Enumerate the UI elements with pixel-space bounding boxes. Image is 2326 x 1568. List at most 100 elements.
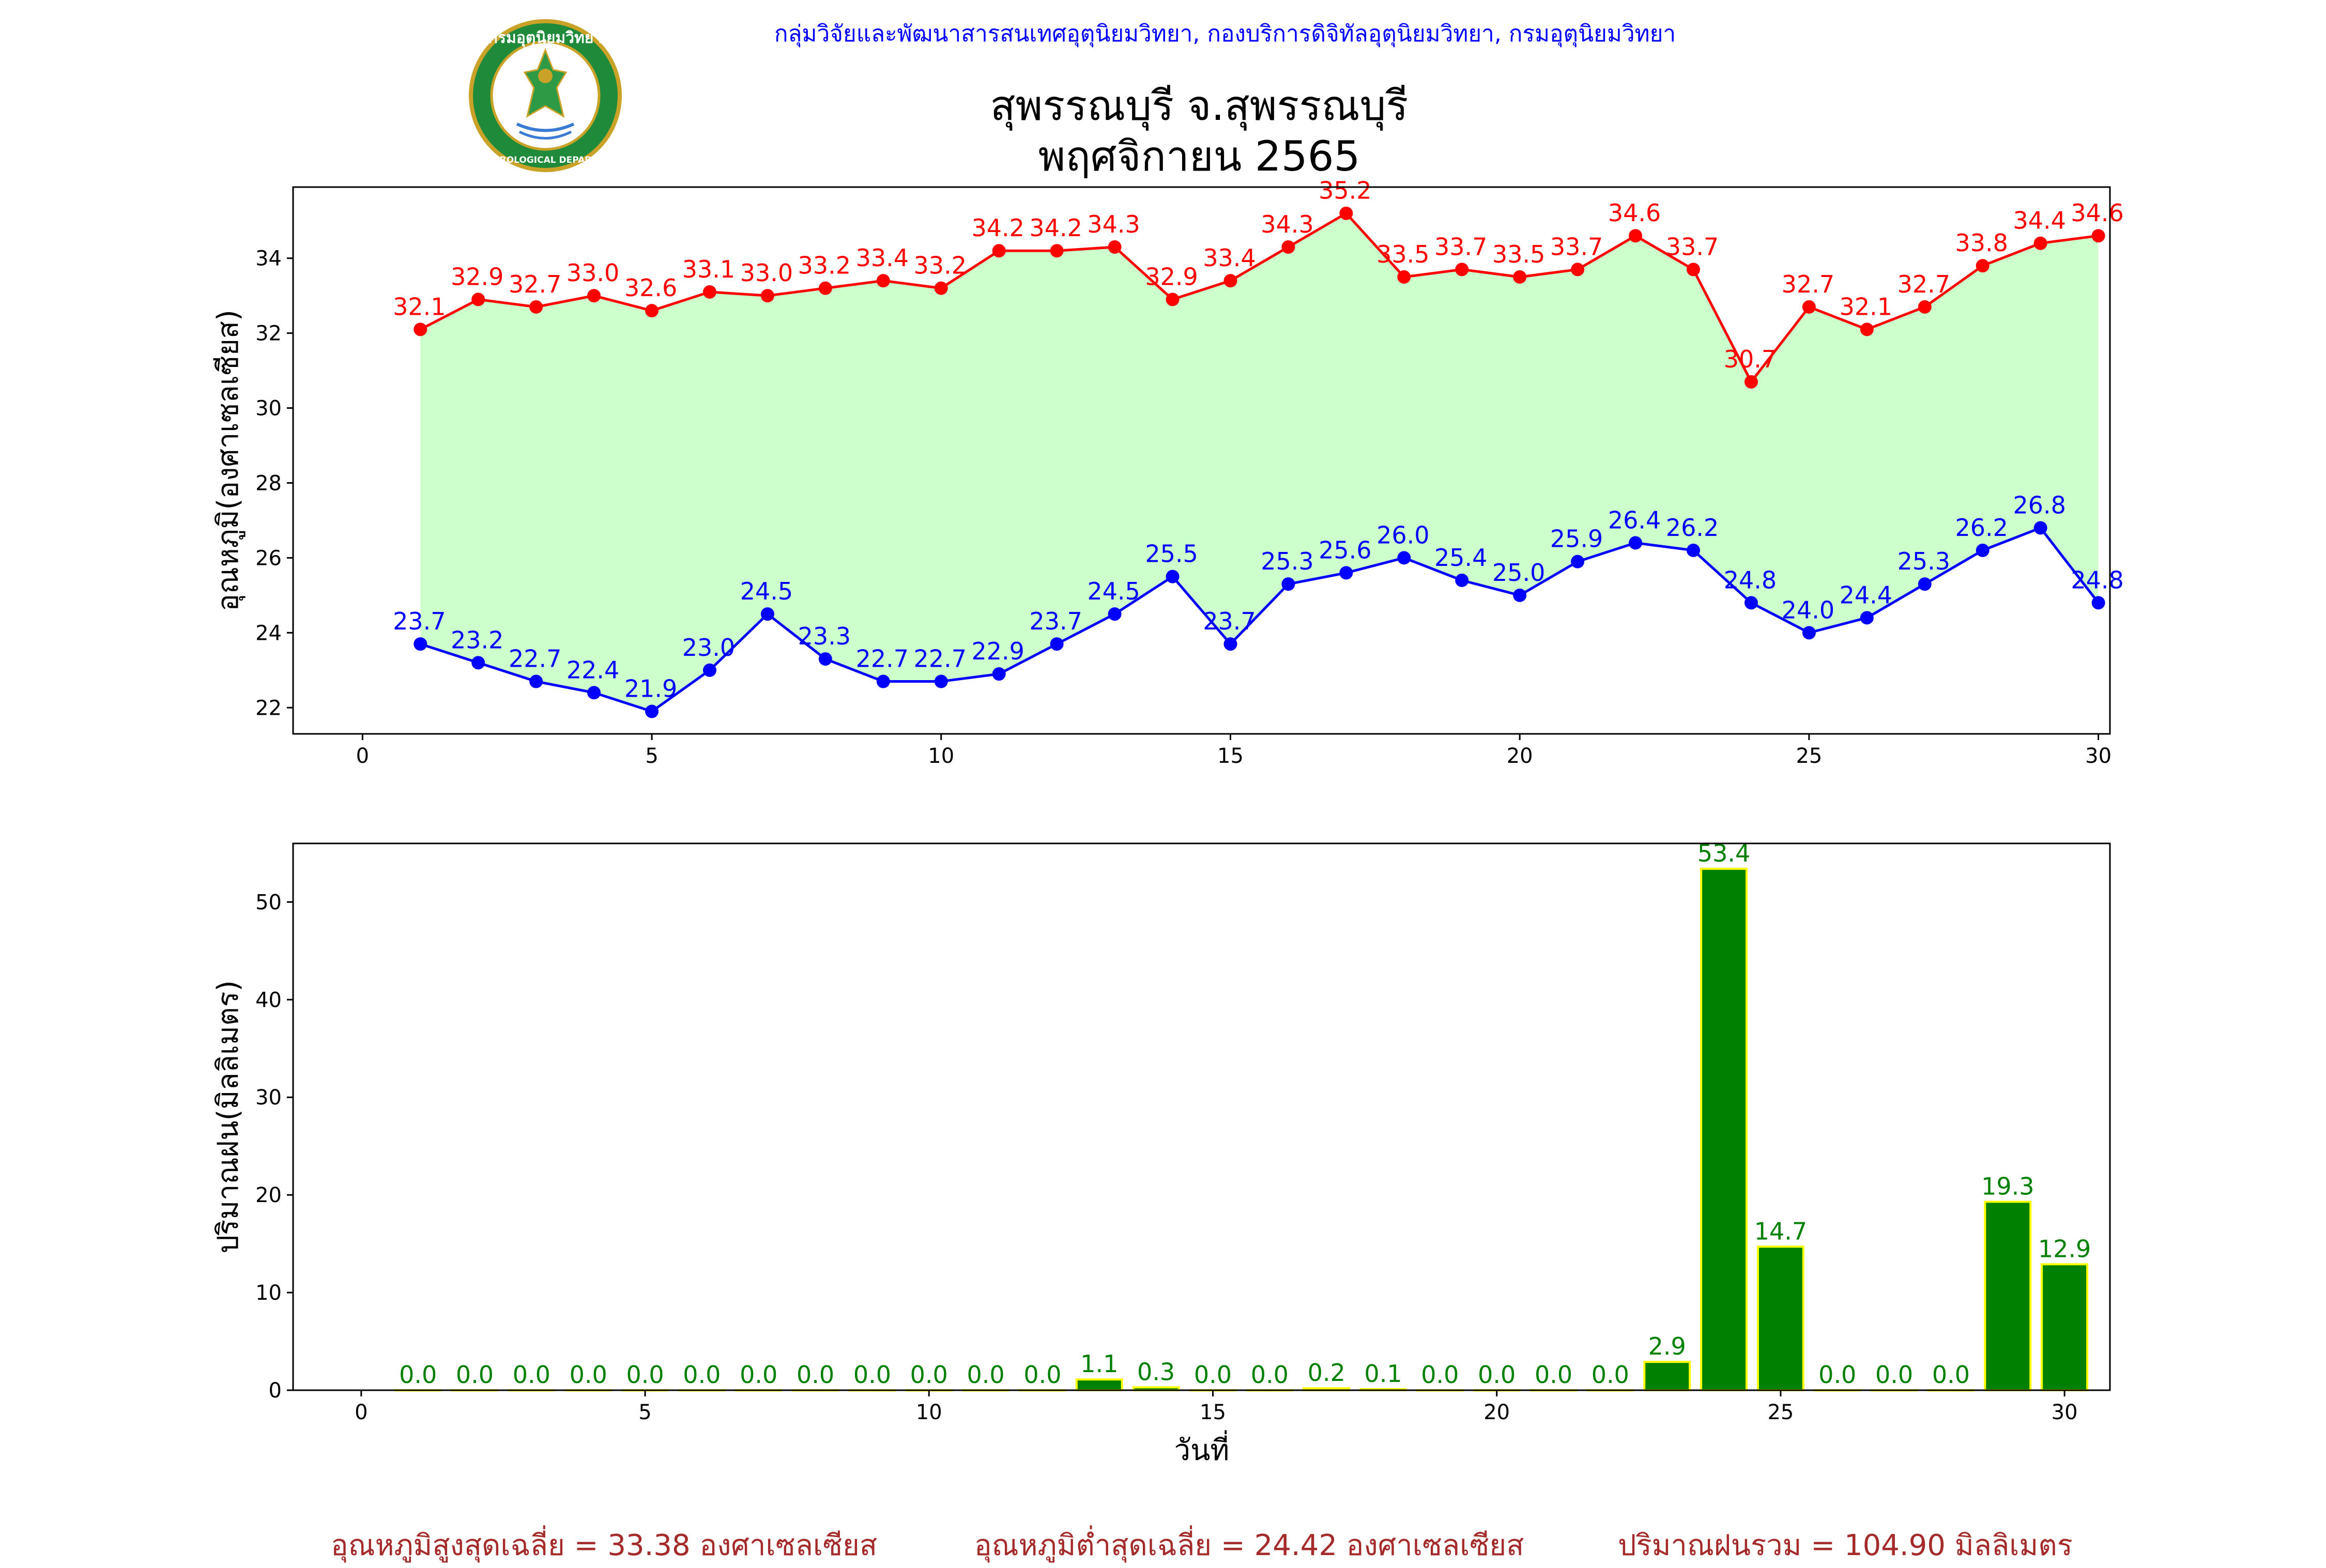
min-temp-point bbox=[471, 656, 485, 670]
min-temp-label: 23.7 bbox=[1203, 607, 1256, 635]
max-temp-label: 33.4 bbox=[1203, 244, 1256, 272]
x-tick-label: 25 bbox=[1767, 1401, 1794, 1424]
max-temp-label: 34.6 bbox=[2071, 199, 2123, 227]
rain-value-label: 0.0 bbox=[1023, 1361, 1061, 1389]
rain-value-label: 19.3 bbox=[1981, 1172, 2034, 1200]
max-temp-label: 34.2 bbox=[971, 214, 1024, 242]
max-temp-label: 32.7 bbox=[1897, 270, 1950, 298]
max-temp-point bbox=[1339, 206, 1353, 220]
max-temp-label: 33.2 bbox=[914, 252, 967, 280]
max-temp-label: 33.4 bbox=[856, 244, 909, 272]
rain-bar bbox=[1075, 1378, 1123, 1391]
max-temp-label: 33.1 bbox=[682, 255, 735, 283]
temperature-y-axis-label: อุณหภูมิ(องศาเซลเซียส) bbox=[211, 310, 246, 611]
min-temperature-series bbox=[414, 521, 2105, 718]
max-temp-label: 32.1 bbox=[393, 293, 446, 320]
max-temp-point bbox=[1397, 270, 1411, 284]
min-temp-label: 25.4 bbox=[1434, 544, 1487, 572]
max-temp-point bbox=[1455, 263, 1469, 276]
rain-bar bbox=[1643, 1361, 1691, 1391]
max-temp-point bbox=[471, 293, 485, 306]
y-tick-label: 22 bbox=[255, 696, 282, 720]
rain-value-label: 0.0 bbox=[1194, 1361, 1232, 1389]
min-temp-label: 25.3 bbox=[1261, 547, 1313, 575]
min-temp-point bbox=[1802, 626, 1816, 640]
rainfall-y-ticks: 0 10 20 30 40 50 bbox=[255, 890, 293, 1403]
max-temp-line bbox=[420, 211, 2099, 385]
min-temp-point bbox=[645, 704, 659, 718]
rain-value-label: 0.0 bbox=[910, 1361, 948, 1389]
min-temp-label: 25.0 bbox=[1492, 559, 1545, 587]
min-temp-label: 26.8 bbox=[2013, 491, 2065, 519]
min-temp-point bbox=[934, 674, 948, 688]
min-temp-point bbox=[1744, 596, 1758, 610]
min-temp-point bbox=[414, 637, 427, 651]
max-temp-label: 33.2 bbox=[798, 252, 851, 280]
rain-value-label: 0.0 bbox=[967, 1361, 1005, 1389]
y-tick-label: 30 bbox=[255, 397, 282, 421]
min-temp-point bbox=[1976, 543, 1990, 557]
rainfall-plot-frame bbox=[292, 842, 2111, 1391]
rainfall-chart: 0.0 0.0 0.0 0.0 0.0 0.0 0.0 0.0 0.0 0.0 0.0 0.0 1.1 0… bbox=[211, 839, 2111, 1467]
rain-bar bbox=[1756, 1246, 1804, 1391]
max-temp-label: 34.6 bbox=[1608, 199, 1661, 227]
rain-value-label: 0.0 bbox=[1875, 1361, 1913, 1389]
y-tick-label: 0 bbox=[269, 1379, 282, 1403]
rain-value-label: 0.0 bbox=[1932, 1361, 1970, 1389]
max-temp-point bbox=[2033, 236, 2047, 250]
max-temp-label: 34.2 bbox=[1029, 214, 1082, 242]
min-temp-label: 22.4 bbox=[567, 656, 619, 684]
min-temp-point bbox=[992, 667, 1006, 681]
min-temp-point bbox=[876, 674, 890, 688]
chart-title-location: สุพรรณบุรี จ.สุพรรณบุรี bbox=[990, 82, 1409, 130]
min-temp-label: 26.2 bbox=[1955, 514, 2008, 542]
agency-line: กลุ่มวิจัยและพัฒนาสารสนเทศอุตุนิยมวิทยา,… bbox=[774, 21, 1676, 47]
rain-value-label: 0.2 bbox=[1308, 1359, 1345, 1387]
min-temp-label: 25.6 bbox=[1319, 536, 1371, 564]
min-temp-point bbox=[702, 663, 716, 677]
max-temp-label: 33.8 bbox=[1955, 229, 2008, 257]
temperature-data-labels: 32.1 23.7 32.9 23.2 32.7 22.7 33.0 22.4 32.6 21.9… bbox=[393, 177, 2124, 703]
min-temp-point bbox=[1108, 607, 1122, 621]
y-tick-label: 28 bbox=[255, 471, 282, 495]
max-temp-point bbox=[529, 300, 543, 314]
x-tick-label: 20 bbox=[1507, 744, 1533, 768]
rain-value-label: 0.0 bbox=[1535, 1361, 1572, 1389]
min-temp-label: 22.7 bbox=[914, 645, 967, 673]
rain-bar bbox=[1700, 868, 1748, 1392]
min-temp-label: 25.9 bbox=[1550, 525, 1603, 553]
y-tick-label: 26 bbox=[255, 546, 282, 570]
min-temp-point bbox=[1513, 588, 1527, 602]
rainfall-x-ticks: 0 5 10 15 20 25 30 bbox=[355, 1390, 2078, 1424]
rain-value-label: 0.0 bbox=[1421, 1361, 1459, 1389]
min-temp-point bbox=[1397, 551, 1411, 565]
max-temp-label: 33.7 bbox=[1550, 233, 1603, 260]
min-temp-point bbox=[1455, 573, 1469, 587]
y-tick-label: 30 bbox=[255, 1086, 282, 1110]
max-temp-point bbox=[1802, 300, 1816, 314]
y-tick-label: 24 bbox=[255, 621, 282, 645]
min-temp-point bbox=[587, 686, 601, 700]
max-temp-point bbox=[1744, 375, 1758, 389]
rain-value-label: 2.9 bbox=[1648, 1332, 1686, 1360]
min-temp-point bbox=[1281, 577, 1295, 591]
x-tick-label: 20 bbox=[1483, 1401, 1510, 1424]
x-tick-label: 5 bbox=[638, 1401, 651, 1424]
min-temp-point bbox=[818, 652, 832, 666]
max-temp-label: 33.7 bbox=[1434, 233, 1487, 260]
rain-value-label: 0.0 bbox=[513, 1361, 550, 1389]
rainfall-bars bbox=[394, 868, 2089, 1392]
max-temp-point bbox=[1976, 259, 1990, 273]
max-temp-label: 35.2 bbox=[1319, 177, 1371, 205]
max-temp-point bbox=[934, 281, 948, 295]
min-temp-label: 25.3 bbox=[1897, 547, 1950, 575]
rain-value-label: 0.0 bbox=[570, 1361, 607, 1389]
x-tick-label: 0 bbox=[355, 1401, 368, 1424]
rainfall-y-axis-label: ปริมาณฝน(มิลลิเมตร) bbox=[211, 980, 245, 1254]
max-temp-point bbox=[2091, 229, 2105, 243]
min-temp-label: 24.4 bbox=[1840, 581, 1892, 609]
max-temp-label: 34.3 bbox=[1261, 210, 1313, 238]
min-temp-point bbox=[1571, 555, 1585, 568]
y-tick-label: 40 bbox=[255, 988, 282, 1012]
